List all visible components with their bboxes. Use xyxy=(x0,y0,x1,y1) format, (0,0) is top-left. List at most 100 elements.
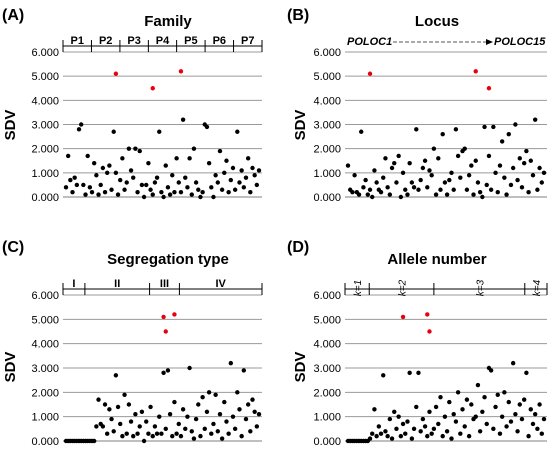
data-point xyxy=(394,180,399,185)
data-point xyxy=(65,153,71,159)
data-point xyxy=(76,127,82,132)
data-point xyxy=(206,160,212,166)
data-point xyxy=(370,431,375,436)
data-point xyxy=(449,436,454,441)
data-point xyxy=(243,175,249,180)
data-point xyxy=(350,189,355,195)
data-point xyxy=(363,177,368,183)
data-point xyxy=(148,187,153,192)
data-point xyxy=(528,158,533,163)
y-tick-label: 6.000 xyxy=(31,290,59,302)
data-point xyxy=(491,426,496,432)
locus-end-label: POLOC15 xyxy=(494,36,546,48)
data-point xyxy=(191,146,197,151)
group-label: P7 xyxy=(241,35,254,47)
data-point xyxy=(414,404,419,410)
data-point xyxy=(254,424,260,429)
data-point xyxy=(506,399,511,405)
data-point xyxy=(78,122,84,127)
data-point xyxy=(422,424,428,429)
data-point xyxy=(254,182,260,188)
data-point xyxy=(183,426,188,432)
panel-label-d: (D) xyxy=(287,239,309,256)
data-point xyxy=(398,194,404,200)
data-point xyxy=(94,173,99,178)
data-point xyxy=(482,124,487,130)
data-point xyxy=(118,421,123,427)
data-point xyxy=(370,194,375,200)
data-point xyxy=(519,185,525,190)
data-point xyxy=(405,192,410,197)
data-point xyxy=(381,175,386,180)
data-point xyxy=(493,170,498,176)
y-tick-label: 2.000 xyxy=(31,387,59,399)
outlier-point xyxy=(486,86,492,91)
data-point xyxy=(100,165,106,171)
y-tick-label: 6.000 xyxy=(313,47,341,59)
data-point xyxy=(148,404,153,410)
data-point xyxy=(442,180,448,185)
data-point xyxy=(374,433,379,439)
data-point xyxy=(222,399,227,405)
data-point xyxy=(159,431,164,436)
data-point xyxy=(245,156,251,161)
data-point xyxy=(411,185,417,190)
outlier-point xyxy=(425,312,430,317)
data-point xyxy=(499,139,505,144)
data-point xyxy=(526,189,531,195)
y-tick-label: 0.000 xyxy=(31,192,59,204)
data-point xyxy=(126,402,132,407)
data-point xyxy=(515,429,520,434)
data-point xyxy=(219,187,225,192)
data-point xyxy=(87,185,93,190)
data-point xyxy=(128,168,134,173)
data-point xyxy=(416,187,421,192)
locus-start-label: POLOC1 xyxy=(347,36,392,48)
data-point xyxy=(232,187,238,192)
data-point xyxy=(215,429,220,434)
data-point xyxy=(517,402,522,407)
data-point xyxy=(115,192,121,197)
data-point xyxy=(185,414,190,419)
data-point xyxy=(466,173,472,178)
data-point xyxy=(252,409,257,414)
data-point xyxy=(462,424,467,429)
data-point xyxy=(504,192,509,197)
group-label: P4 xyxy=(156,35,170,47)
data-point xyxy=(120,433,125,439)
data-point xyxy=(161,194,166,200)
y-tick-label: 4.000 xyxy=(313,95,341,107)
data-point xyxy=(407,160,412,166)
panel-allele-number: (D) Allele number SDV 0.000 1.000 2.000 3.0… xyxy=(287,239,548,448)
data-point xyxy=(398,433,404,439)
data-point xyxy=(187,365,192,371)
group-label: I xyxy=(72,278,75,290)
data-point xyxy=(170,173,175,178)
data-point xyxy=(139,409,145,414)
y-tick-label: 5.000 xyxy=(31,314,59,326)
data-point xyxy=(416,370,421,376)
data-point xyxy=(541,170,547,176)
data-point xyxy=(105,170,110,176)
data-point xyxy=(356,192,362,197)
data-point xyxy=(174,431,179,436)
data-point xyxy=(178,433,184,439)
data-point xyxy=(128,419,134,424)
data-point xyxy=(167,412,173,417)
data-point xyxy=(200,395,205,400)
data-point xyxy=(250,397,255,402)
data-point xyxy=(256,412,262,417)
data-point xyxy=(367,187,373,192)
data-point xyxy=(444,429,450,434)
data-point xyxy=(178,189,184,195)
data-point xyxy=(526,433,531,439)
y-tick-label: 0.000 xyxy=(31,436,59,448)
y-tick-label: 2.000 xyxy=(313,387,341,399)
data-point xyxy=(74,182,80,188)
data-point xyxy=(94,424,99,429)
y-tick-label: 1.000 xyxy=(313,168,341,180)
y-tick-label: 2.000 xyxy=(313,144,341,156)
data-point xyxy=(193,416,199,422)
data-point xyxy=(146,160,151,166)
data-point xyxy=(431,426,437,432)
